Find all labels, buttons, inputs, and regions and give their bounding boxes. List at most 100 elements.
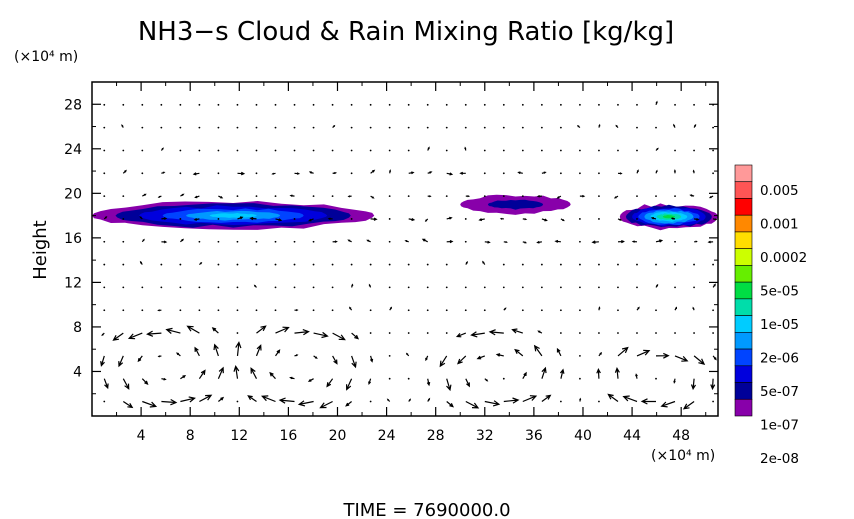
- wind-vector: [674, 355, 689, 362]
- wind-vector: [674, 149, 676, 152]
- wind-vector: [274, 195, 277, 198]
- wind-vector: [274, 240, 277, 243]
- x-tick-label: 48: [672, 428, 690, 444]
- wind-vector: [484, 378, 489, 382]
- wind-vector: [179, 149, 182, 152]
- wind-vector: [622, 395, 638, 403]
- wind-vector: [307, 378, 314, 382]
- wind-vector: [142, 400, 158, 408]
- wind-vector: [707, 240, 714, 244]
- wind-vector: [327, 217, 333, 221]
- wind-vector: [631, 240, 638, 243]
- wind-vector: [312, 240, 315, 243]
- wind-vector: [217, 218, 220, 220]
- wind-vector: [674, 286, 676, 289]
- wind-vector: [236, 309, 239, 312]
- wind-vector: [236, 195, 239, 198]
- wind-vector: [407, 286, 410, 289]
- wind-vector: [407, 126, 410, 129]
- wind-vector: [294, 329, 310, 336]
- wind-vector: [405, 352, 410, 357]
- wind-vector: [502, 195, 505, 198]
- wind-vector: [101, 332, 105, 337]
- wind-vector: [478, 218, 485, 222]
- x-tick-label: 8: [186, 428, 195, 444]
- wind-vector: [369, 263, 372, 266]
- wind-vector: [103, 195, 106, 198]
- wind-vector: [521, 126, 524, 129]
- wind-vector: [617, 332, 619, 334]
- wind-vector: [712, 283, 716, 288]
- wind-vector: [141, 172, 144, 175]
- wind-vector: [389, 306, 393, 311]
- wind-vector: [541, 218, 548, 222]
- wind-vector: [617, 346, 629, 357]
- cloud-layers: [92, 194, 718, 231]
- wind-vector: [712, 218, 718, 221]
- cloud-contour: [487, 199, 544, 210]
- wind-vector: [464, 126, 467, 129]
- wind-vector: [122, 309, 125, 312]
- wind-vector: [332, 332, 346, 341]
- wind-vector: [198, 309, 201, 312]
- wind-vector: [537, 330, 543, 334]
- wind-vector: [650, 217, 657, 220]
- wind-vector: [577, 125, 581, 129]
- wind-vector: [369, 126, 372, 129]
- wind-vector: [682, 401, 695, 410]
- wind-vector: [445, 309, 448, 312]
- wind-vector: [636, 126, 638, 129]
- wind-vector: [533, 344, 543, 357]
- wind-vector: [236, 126, 239, 129]
- wind-vector: [556, 347, 562, 357]
- wind-vector: [579, 240, 581, 243]
- wind-vector: [103, 400, 106, 403]
- wind-vector: [407, 377, 410, 380]
- wind-vector: [351, 355, 357, 369]
- y-tick-label: 28: [64, 97, 82, 113]
- wind-vector: [712, 355, 717, 361]
- wind-vector: [693, 332, 695, 334]
- wind-vector: [541, 366, 547, 379]
- wind-vector: [598, 195, 600, 198]
- colorbar-swatch: [734, 265, 753, 283]
- wind-vector: [237, 216, 244, 220]
- y-tick-label: 12: [64, 275, 82, 291]
- wind-vector: [470, 331, 485, 338]
- wind-vector: [388, 149, 391, 152]
- wind-vector: [388, 263, 391, 266]
- wind-vector: [598, 351, 603, 357]
- wind-vector: [517, 171, 523, 175]
- wind-vector: [636, 349, 651, 357]
- wind-vector: [275, 218, 283, 222]
- wind-vector: [217, 263, 220, 266]
- wind-vector: [483, 172, 486, 175]
- wind-vector: [255, 240, 258, 243]
- wind-vector: [427, 195, 432, 198]
- wind-vector: [521, 149, 524, 152]
- wind-vector: [211, 327, 219, 334]
- wind-vector: [690, 378, 697, 391]
- wind-vector: [218, 195, 224, 199]
- wind-vector: [141, 309, 144, 312]
- wind-vector: [319, 400, 333, 409]
- wind-vector: [559, 332, 562, 334]
- wind-vector: [693, 286, 695, 289]
- wind-vector: [118, 355, 124, 368]
- wind-vector: [655, 126, 657, 129]
- wind-vector: [312, 263, 315, 266]
- colorbar-swatch: [734, 281, 753, 300]
- colorbar-label: 5e-07: [760, 384, 799, 400]
- wind-vector: [674, 306, 677, 311]
- wind-vector: [332, 171, 338, 175]
- x-axis-ticks: 4 8 12 16 20 24 28 32 36 40 44 48: [116, 82, 707, 444]
- wind-vector: [165, 327, 181, 334]
- wind-vector: [346, 378, 353, 391]
- wind-vector: [464, 309, 467, 312]
- wind-vector: [345, 401, 352, 407]
- wind-vector: [122, 378, 130, 390]
- cloud-contour: [209, 213, 257, 218]
- wind-vector: [139, 216, 143, 220]
- wind-vector: [636, 263, 638, 266]
- wind-vector: [483, 286, 486, 289]
